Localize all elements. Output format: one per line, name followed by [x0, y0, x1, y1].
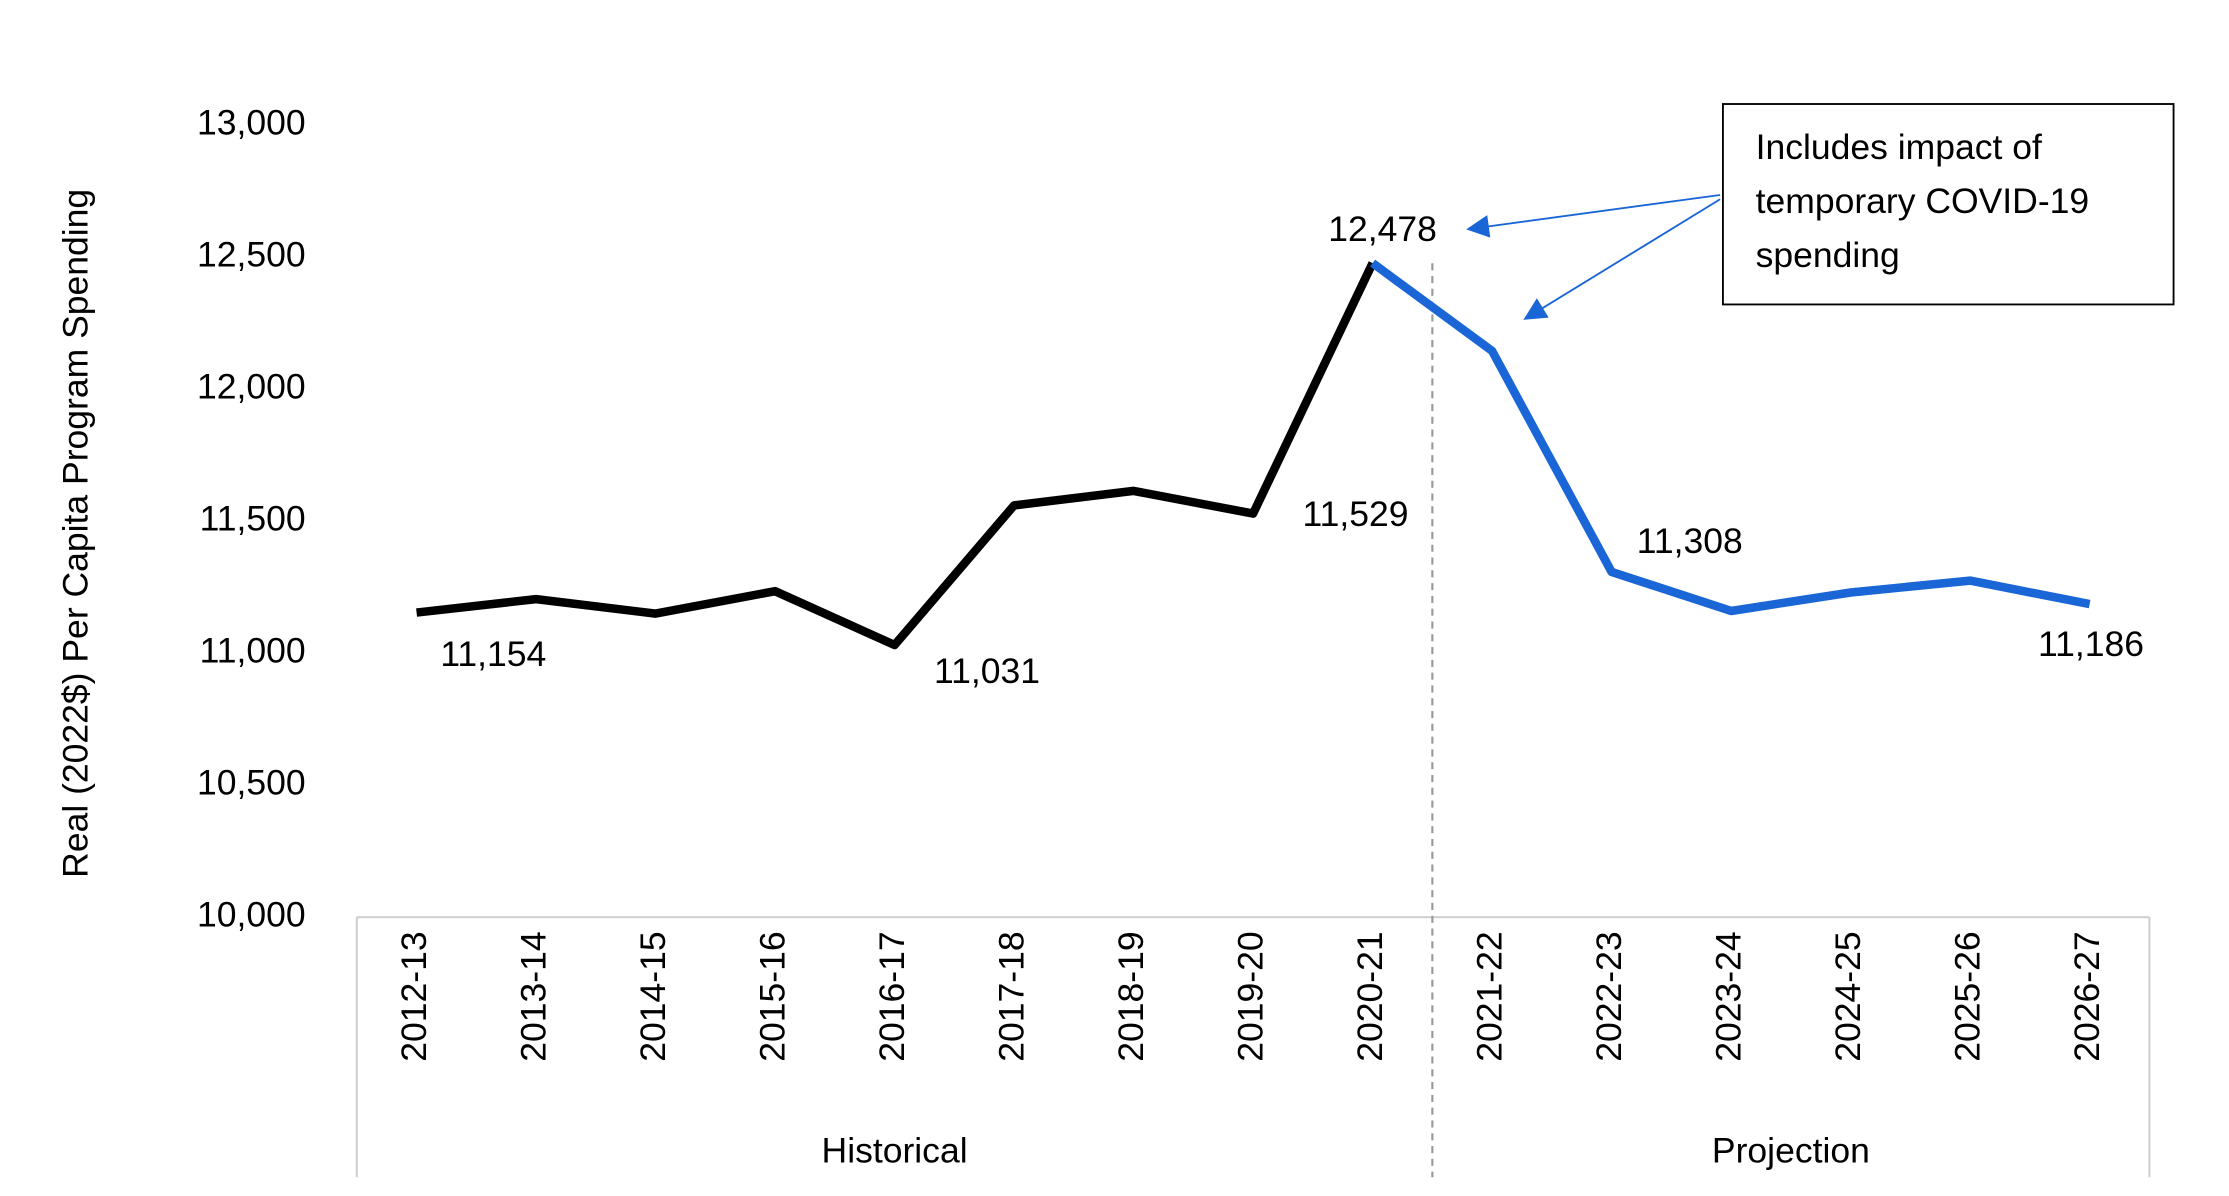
y-tick-label: 11,500 [200, 499, 306, 539]
x-tick-label: 2021-22 [1470, 931, 1510, 1061]
x-tick-label: 2020-21 [1350, 931, 1390, 1061]
data-label: 12,478 [1328, 209, 1437, 249]
series-line [416, 261, 1377, 650]
annotation-text: spending [1756, 235, 1900, 275]
data-label: 11,186 [2038, 624, 2144, 664]
x-tick-label: 2018-19 [1111, 931, 1151, 1061]
y-tick-label: 11,000 [200, 631, 306, 671]
annotation-text: temporary COVID-19 [1756, 181, 2090, 221]
x-tick-label: 2016-17 [872, 931, 912, 1061]
annotation-box [1722, 103, 2175, 306]
x-tick-label: 2012-13 [394, 931, 434, 1061]
y-tick-label: 12,000 [197, 367, 306, 407]
series-line [1370, 259, 2091, 616]
x-tick-label: 2024-25 [1828, 931, 1868, 1061]
y-tick-label: 13,000 [197, 103, 306, 143]
y-tick-label: 10,500 [197, 763, 306, 803]
x-tick-label: 2015-16 [752, 931, 792, 1061]
y-tick-label: 10,000 [197, 895, 306, 935]
data-label: 11,031 [934, 651, 1040, 691]
annotation-arrow [1466, 194, 1721, 238]
x-tick-label: 2019-20 [1230, 931, 1270, 1061]
y-axis-label: Real (2022$) Per Capita Program Spending [56, 189, 96, 878]
x-tick-label: 2013-14 [513, 931, 553, 1061]
x-tick-label: 2023-24 [1709, 931, 1749, 1061]
group-label: Historical [822, 1131, 968, 1171]
annotation-arrow [1523, 198, 1721, 320]
x-tick-label: 2025-26 [1948, 931, 1988, 1061]
x-tick-label: 2022-23 [1589, 931, 1629, 1061]
group-label: Projection [1712, 1131, 1870, 1171]
x-tick-label: 2017-18 [991, 931, 1031, 1061]
annotation-text: Includes impact of [1756, 127, 2042, 167]
data-label: 11,308 [1637, 521, 1743, 561]
data-label: 11,154 [440, 634, 546, 674]
x-tick-label: 2014-15 [633, 931, 673, 1061]
y-tick-label: 12,500 [197, 235, 306, 275]
x-tick-label: 2026-27 [2067, 931, 2107, 1061]
data-label: 11,529 [1302, 494, 1408, 534]
